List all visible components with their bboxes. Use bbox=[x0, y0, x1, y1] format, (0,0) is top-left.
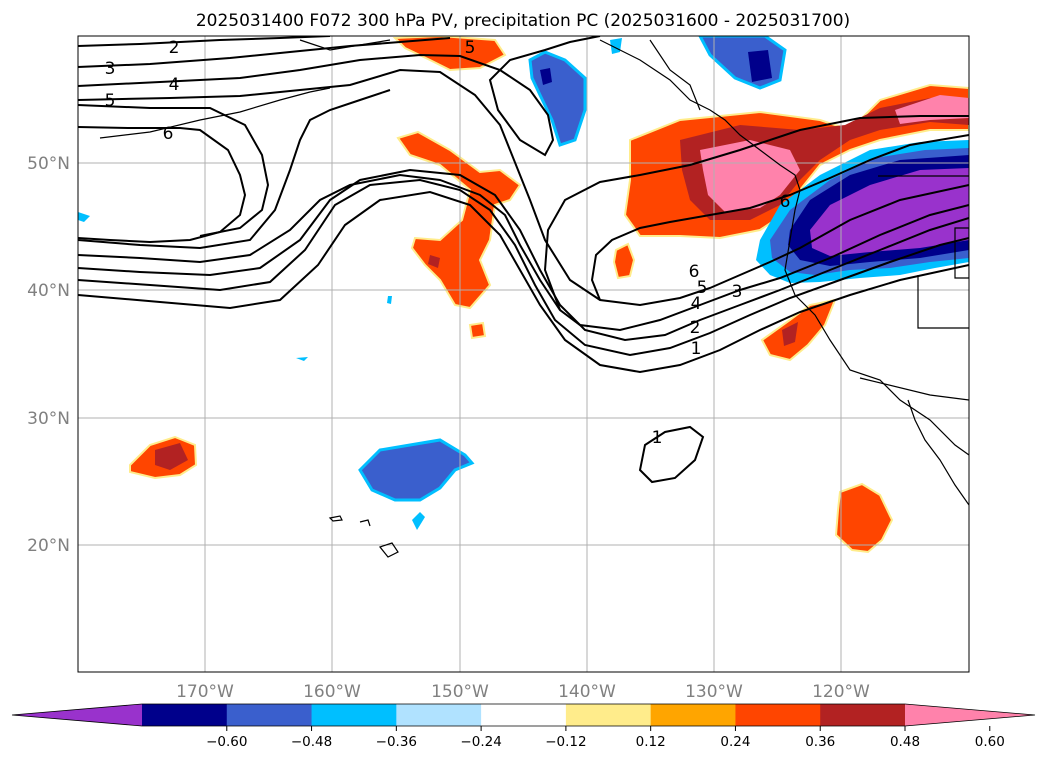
pv-label: 6 bbox=[780, 192, 791, 212]
lon-tick-label: 120°W bbox=[812, 682, 870, 702]
colorbar-tick-label: −0.24 bbox=[460, 734, 501, 750]
colorbar-cell bbox=[396, 704, 482, 726]
colorbar-cell bbox=[142, 704, 228, 726]
pv-label: 4 bbox=[169, 75, 180, 95]
colorbar-cell bbox=[311, 704, 397, 726]
pv-label: 3 bbox=[105, 59, 116, 79]
pv-label: 1 bbox=[652, 428, 663, 448]
lon-tick-label: 140°W bbox=[558, 682, 616, 702]
pv-label: 6 bbox=[163, 124, 174, 144]
pv-label: 6 bbox=[689, 262, 700, 282]
colorbar-tick-label: 0.24 bbox=[720, 734, 750, 750]
colorbar-cell bbox=[226, 704, 313, 726]
colorbar-extend-min bbox=[12, 704, 142, 726]
pv-label: 5 bbox=[465, 38, 476, 58]
lat-tick-label: 40°N bbox=[27, 281, 70, 301]
pv-label: 4 bbox=[691, 294, 702, 314]
pv-label: 5 bbox=[697, 278, 708, 298]
colorbar-cell bbox=[481, 704, 567, 726]
colorbar-cell bbox=[650, 704, 736, 726]
precip-positive-fill bbox=[129, 36, 969, 554]
pv-label: 2 bbox=[690, 318, 701, 338]
lat-tick-label: 20°N bbox=[27, 536, 70, 556]
lat-tick-labels: 50°N 40°N 30°N 20°N bbox=[27, 154, 70, 556]
lat-tick-label: 30°N bbox=[27, 409, 70, 429]
map-frame bbox=[77, 35, 970, 673]
pv-label: 2 bbox=[169, 38, 180, 58]
colorbar-cell bbox=[820, 704, 906, 726]
pv-label: 3 bbox=[732, 282, 743, 302]
coastlines bbox=[99, 39, 969, 558]
figure-title: 2025031400 F072 300 hPa PV, precipitatio… bbox=[196, 11, 850, 31]
pv-contours bbox=[78, 36, 969, 484]
colorbar-tick-label: 0.60 bbox=[975, 734, 1005, 750]
graticule bbox=[78, 36, 969, 672]
colorbar-cell bbox=[735, 704, 821, 726]
colorbar-tick-label: −0.48 bbox=[291, 734, 332, 750]
pv-contour-labels: 2 3 4 5 6 5 6 5 3 4 2 1 6 1 bbox=[105, 38, 791, 448]
lon-tick-label: 170°W bbox=[176, 682, 234, 702]
colorbar-cell bbox=[565, 704, 652, 726]
pv-label: 5 bbox=[105, 91, 116, 111]
colorbar-extend-max bbox=[905, 704, 1035, 726]
lon-tick-labels: 170°W 160°W 150°W 140°W 130°W 120°W bbox=[176, 682, 870, 702]
colorbar-tick-label: −0.60 bbox=[206, 734, 247, 750]
colorbar: −0.60 −0.48 −0.36 −0.24 −0.12 0.12 0.24 0.36 0.4… bbox=[11, 703, 1036, 750]
lon-tick-label: 160°W bbox=[303, 682, 361, 702]
colorbar-tick-label: 0.36 bbox=[805, 734, 835, 750]
colorbar-tick-label: 0.12 bbox=[636, 734, 666, 750]
colorbar-tick-label: −0.12 bbox=[545, 734, 586, 750]
lat-tick-label: 50°N bbox=[27, 154, 70, 174]
colorbar-tick-label: −0.36 bbox=[376, 734, 417, 750]
colorbar-outline bbox=[11, 703, 1036, 727]
lon-tick-label: 150°W bbox=[431, 682, 489, 702]
colorbar-tick-label: 0.48 bbox=[890, 734, 920, 750]
pv-label: 1 bbox=[691, 339, 702, 359]
lon-tick-label: 130°W bbox=[685, 682, 743, 702]
map-panel: 2 3 4 5 6 5 6 5 3 4 2 1 6 1 bbox=[78, 36, 969, 672]
